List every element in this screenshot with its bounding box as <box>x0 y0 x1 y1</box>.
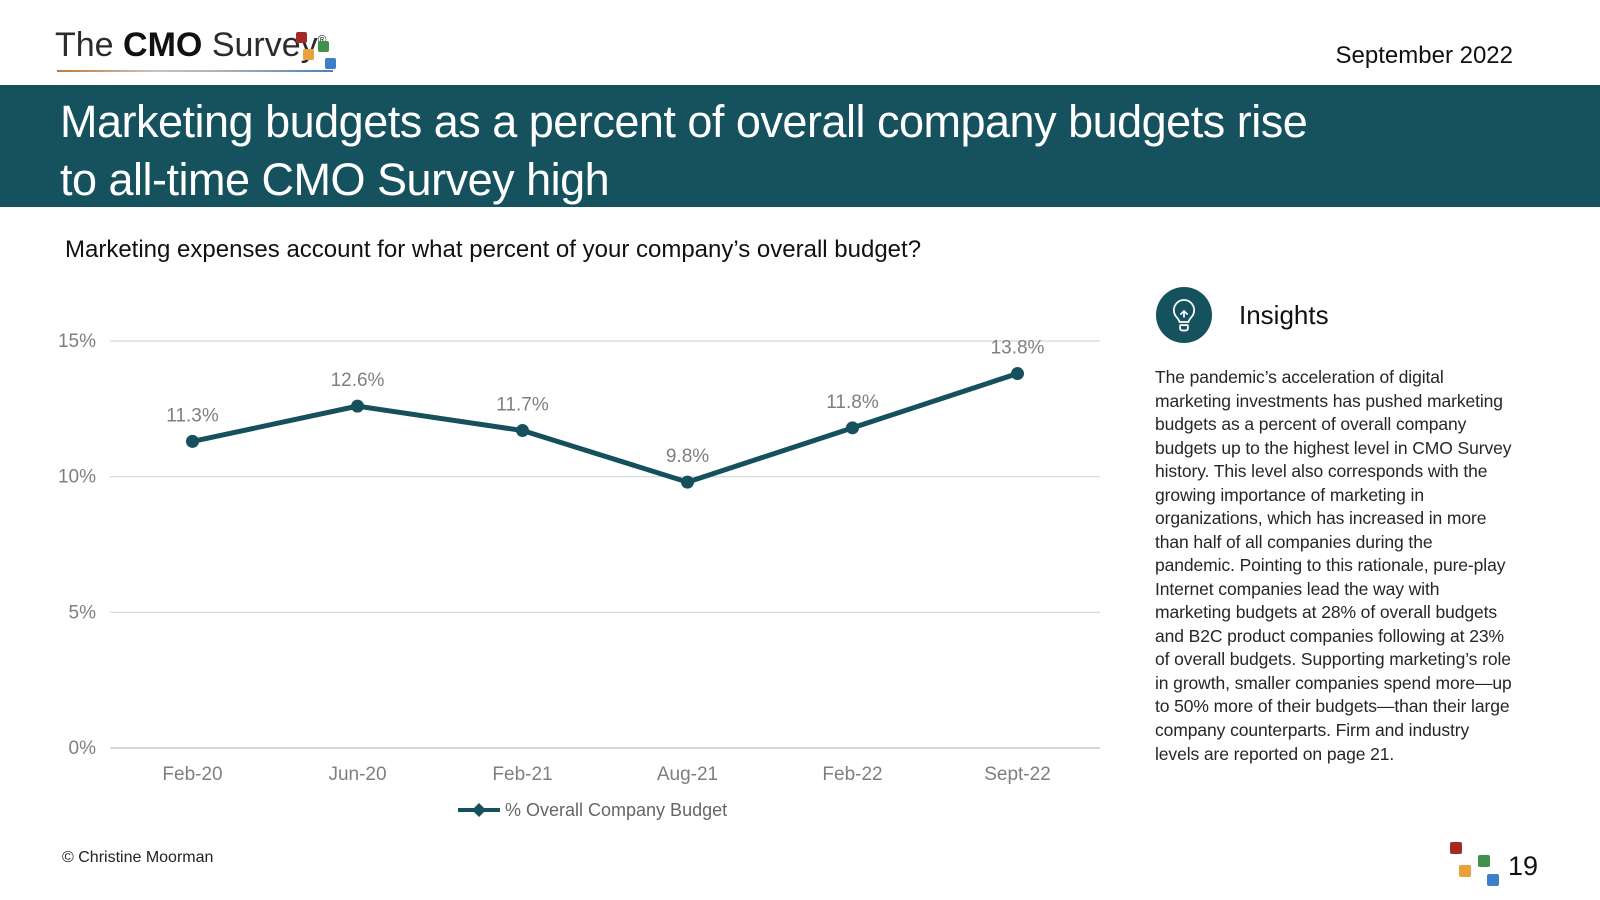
logo-square-green-icon <box>1478 855 1490 867</box>
slide-title-line1: Marketing budgets as a percent of overal… <box>60 96 1308 147</box>
legend-label: % Overall Company Budget <box>505 800 727 820</box>
series-line <box>190 371 1020 485</box>
y-axis-label: 0% <box>69 738 97 759</box>
insights-body: The pandemic’s acceleration of digital m… <box>1155 367 1512 764</box>
data-point <box>516 424 529 438</box>
logo-text: The CMO Survey® <box>55 26 326 64</box>
x-axis-label: Feb-21 <box>492 764 552 785</box>
data-point <box>186 434 199 448</box>
legend-diamond-marker <box>472 803 486 817</box>
logo-square-blue-icon <box>325 58 336 69</box>
logo-underline <box>57 70 333 72</box>
x-axis-label: Sept-22 <box>984 764 1051 785</box>
insights-header: Insights <box>1155 286 1517 344</box>
data-point <box>351 399 364 413</box>
logo-word-cmo: CMO <box>123 26 203 64</box>
page-number: 19 <box>1508 851 1539 881</box>
survey-date: September 2022 <box>1335 42 1513 69</box>
x-axis-label: Feb-22 <box>822 764 882 785</box>
slide-title-line2: to all-time CMO Survey high <box>60 154 610 205</box>
title-banner: Marketing budgets as a percent of overal… <box>0 85 1600 207</box>
data-label: 11.3% <box>166 405 219 426</box>
survey-question: Marketing expenses account for what perc… <box>65 236 922 263</box>
top-header: The CMO Survey® September 2022 <box>0 0 1600 85</box>
logo-square-red-icon <box>296 32 307 43</box>
lightbulb-icon <box>1155 286 1213 344</box>
data-label: 11.8% <box>826 392 879 413</box>
y-axis-label: 10% <box>58 467 96 488</box>
data-point <box>681 475 694 489</box>
cmo-survey-logo: The CMO Survey® <box>55 26 400 76</box>
insights-panel: Insights The pandemic’s acceleration of … <box>1155 286 1517 766</box>
y-axis-label: 15% <box>58 331 96 352</box>
logo-square-green-icon <box>318 41 329 52</box>
logo-word-the: The <box>55 26 124 64</box>
slide-title: Marketing budgets as a percent of overal… <box>0 85 1600 209</box>
data-label: 13.8% <box>991 338 1045 359</box>
logo-square-red-icon <box>1450 842 1462 854</box>
logo-square-orange-icon <box>1459 865 1471 877</box>
logo-square-orange-icon <box>303 49 314 60</box>
x-axis-label: Aug-21 <box>657 764 718 785</box>
copyright: © Christine Moorman <box>62 849 214 866</box>
data-label: 11.7% <box>496 395 549 416</box>
data-label: 9.8% <box>666 446 709 467</box>
line-chart: 0% 5% 10% 15% Feb-20 Jun-20 Feb-21 Aug-21 Feb-22… <box>58 331 1100 820</box>
cmo-logo-mark <box>1450 840 1502 890</box>
y-axis-label: 5% <box>69 602 97 623</box>
x-axis-label: Feb-20 <box>162 764 222 785</box>
x-axis-label: Jun-20 <box>328 764 386 785</box>
data-point <box>1011 367 1024 381</box>
insights-title: Insights <box>1239 299 1329 330</box>
logo-square-blue-icon <box>1487 874 1499 886</box>
data-label: 12.6% <box>331 370 385 391</box>
registered-mark: ® <box>317 32 327 47</box>
data-point <box>846 421 859 435</box>
